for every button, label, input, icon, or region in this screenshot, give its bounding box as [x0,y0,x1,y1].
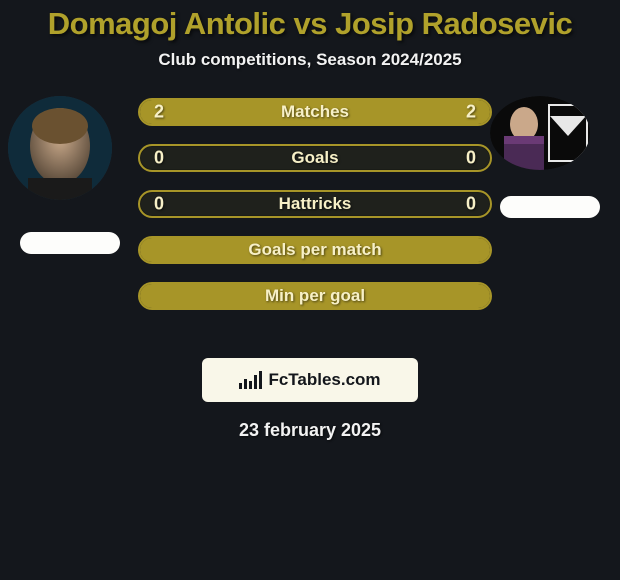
stat-value-left: 2 [154,102,164,123]
stat-value-right: 0 [466,148,476,169]
stat-label: Min per goal [265,286,365,306]
stat-label: Goals per match [248,240,381,260]
stat-label: Hattricks [279,194,352,214]
stat-bar: Goals per match [138,236,492,264]
avatar-placeholder-icon [8,96,112,200]
stat-bar: Min per goal [138,282,492,310]
stat-bar: 0 0 Goals [138,144,492,172]
player-left-avatar [8,96,112,200]
player-right-club-badge [500,196,600,218]
player-right-avatar [490,96,590,170]
stat-value-left: 0 [154,148,164,169]
stat-value-left: 0 [154,194,164,215]
comparison-area: 2 2 Matches 0 0 Goals 0 0 Hattricks Goals per mat… [0,98,620,358]
stat-bar: 2 2 Matches [138,98,492,126]
page-title: Domagoj Antolic vs Josip Radosevic [0,0,620,42]
avatar-placeholder-icon [490,96,590,170]
stat-label: Matches [281,102,349,122]
player-left-club-badge [20,232,120,254]
stat-bars: 2 2 Matches 0 0 Goals 0 0 Hattricks Goals per mat… [138,98,492,328]
fctables-logo: FcTables.com [202,358,418,402]
stat-value-right: 0 [466,194,476,215]
subtitle: Club competitions, Season 2024/2025 [0,50,620,70]
stat-value-right: 2 [466,102,476,123]
bar-chart-icon [239,371,262,389]
date-text: 23 february 2025 [0,420,620,441]
stat-label: Goals [291,148,338,168]
stat-bar: 0 0 Hattricks [138,190,492,218]
logo-text: FcTables.com [268,370,380,390]
